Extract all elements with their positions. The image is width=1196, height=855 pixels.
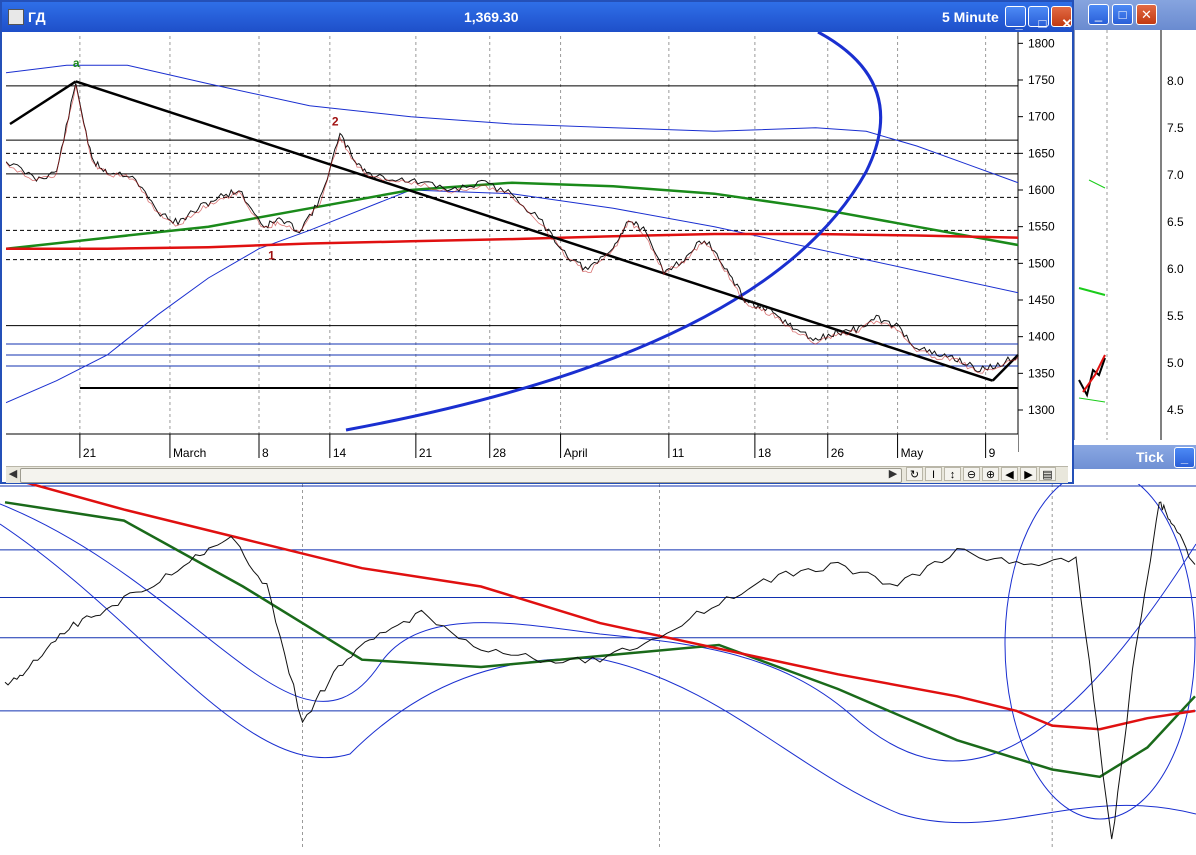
wave-label: 1 (268, 249, 275, 263)
upper-band-line (5, 64, 1019, 184)
bg-close-button[interactable]: ✕ (1136, 4, 1157, 25)
price-chart-area[interactable]: 1800 1750 1700 1650 1600 1550 1500 1450 1400 1350… (5, 30, 1070, 466)
chart-window: ГД 1,369.30 5 Minute _ □ ✕ 1800 1750 1700 1… (0, 0, 1074, 484)
x-tick-label: March (173, 446, 206, 460)
background-window-titlebar: _ □ ✕ (1074, 0, 1196, 30)
chart-tool-button[interactable]: ↻ (906, 467, 923, 481)
x-tick-label: 14 (333, 446, 347, 460)
scroll-right-button[interactable]: ▶ (888, 468, 898, 480)
maximize-button[interactable]: □ (1028, 6, 1049, 31)
x-tick-label: 26 (831, 446, 845, 460)
y-tick-label: 1500 (1028, 256, 1055, 270)
x-tick-label: 9 (989, 446, 996, 460)
green-moving-average (5, 181, 1019, 250)
bg-green-line (1088, 179, 1106, 189)
lower-upper-band (0, 503, 1196, 762)
lower-price-line (4, 501, 1196, 840)
chart-tool-button[interactable]: ▶ (1020, 467, 1037, 481)
bg-y-tick-label: 5.0 (1167, 356, 1184, 370)
x-tick-label: 28 (493, 446, 507, 460)
x-tick-label: April (564, 446, 588, 460)
last-price: 1,369.30 (464, 9, 519, 25)
bg-green-line (1078, 287, 1106, 296)
x-tick-label: 21 (83, 446, 97, 460)
lower-circle (1004, 468, 1196, 820)
scroll-thumb[interactable] (20, 468, 902, 483)
bg-red-line (1082, 354, 1106, 393)
blue-arc (345, 30, 883, 432)
y-tick-label: 1450 (1028, 293, 1055, 307)
lower-band-line (5, 189, 1019, 404)
bg-y-tick-label: 7.0 (1167, 168, 1184, 182)
price-series-down-bars (5, 85, 1019, 374)
left-trend-segment (9, 80, 77, 126)
horizontal-scrollbar[interactable]: ◀ ▶ ↻ I ↕ ⊖ ⊕ ◀ ▶ ▤ (6, 466, 1068, 483)
lower-red-ma (4, 475, 1196, 731)
chart-tool-button[interactable]: I (925, 467, 942, 481)
x-tick-label: 18 (758, 446, 772, 460)
minimize-button[interactable]: _ (1005, 6, 1026, 31)
chart-tool-button[interactable]: ⊖ (963, 467, 980, 481)
wave-label: a (73, 56, 80, 70)
symbol-title: ГД (28, 9, 46, 25)
tick-window-titlebar: Tick _ (1074, 445, 1196, 469)
lower-chart-area[interactable] (0, 468, 1196, 850)
bg-y-tick-label: 4.5 (1167, 403, 1184, 417)
background-chart: 8.0 7.5 7.0 6.5 6.0 5.5 5.0 4.5 (1078, 30, 1184, 440)
interval-label: 5 Minute (942, 9, 999, 25)
y-tick-label: 1550 (1028, 220, 1055, 234)
scroll-left-button[interactable]: ◀ (8, 468, 18, 480)
x-tick-label: 21 (419, 446, 433, 460)
x-tick-label: May (901, 446, 924, 460)
y-tick-label: 1600 (1028, 183, 1055, 197)
wave-label: 2 (332, 114, 339, 128)
red-moving-average (6, 232, 1019, 250)
bg-y-tick-label: 6.5 (1167, 215, 1184, 229)
bg-y-tick-label: 7.5 (1167, 121, 1184, 135)
bg-y-tick-label: 6.0 (1167, 262, 1184, 276)
bg-green-line (1078, 397, 1106, 403)
app-icon (8, 9, 24, 25)
y-tick-label: 1350 (1028, 366, 1055, 380)
chart-tool-button[interactable]: ▤ (1039, 467, 1056, 481)
price-chart: 1800 1750 1700 1650 1600 1550 1500 1450 1400 1350… (5, 30, 1070, 464)
lower-green-ma (4, 501, 1196, 779)
oscillator-chart (0, 468, 1196, 850)
y-tick-label: 1700 (1028, 110, 1055, 124)
bg-y-tick-label: 8.0 (1167, 74, 1184, 88)
y-axis-panel (1018, 32, 1070, 452)
lower-lower-band (0, 523, 1196, 824)
background-chart-window: 8.0 7.5 7.0 6.5 6.0 5.5 5.0 4.5 (1074, 30, 1196, 440)
x-tick-label: 11 (672, 446, 685, 460)
x-tick-label: 8 (262, 446, 269, 460)
y-tick-label: 1650 (1028, 146, 1055, 160)
y-tick-label: 1400 (1028, 330, 1055, 344)
bg-y-tick-label: 5.5 (1167, 309, 1184, 323)
price-series-line (5, 83, 1019, 373)
chart-tool-button[interactable]: ◀ (1001, 467, 1018, 481)
y-tick-label: 1750 (1028, 73, 1055, 87)
x-axis-strip (6, 434, 1018, 464)
chart-tool-button[interactable]: ⊕ (982, 467, 999, 481)
y-tick-label: 1300 (1028, 403, 1055, 417)
bg-restore-button[interactable]: □ (1112, 4, 1133, 25)
tick-minimize-button[interactable]: _ (1174, 447, 1195, 468)
y-tick-label: 1800 (1028, 36, 1055, 50)
close-button[interactable]: ✕ (1051, 6, 1072, 31)
tick-title: Tick (1136, 449, 1164, 465)
downtrend-line (75, 80, 994, 382)
window-titlebar: ГД 1,369.30 5 Minute _ □ ✕ (2, 2, 1072, 32)
chart-tool-button[interactable]: ↕ (944, 467, 961, 481)
bg-minimize-button[interactable]: _ (1088, 4, 1109, 25)
